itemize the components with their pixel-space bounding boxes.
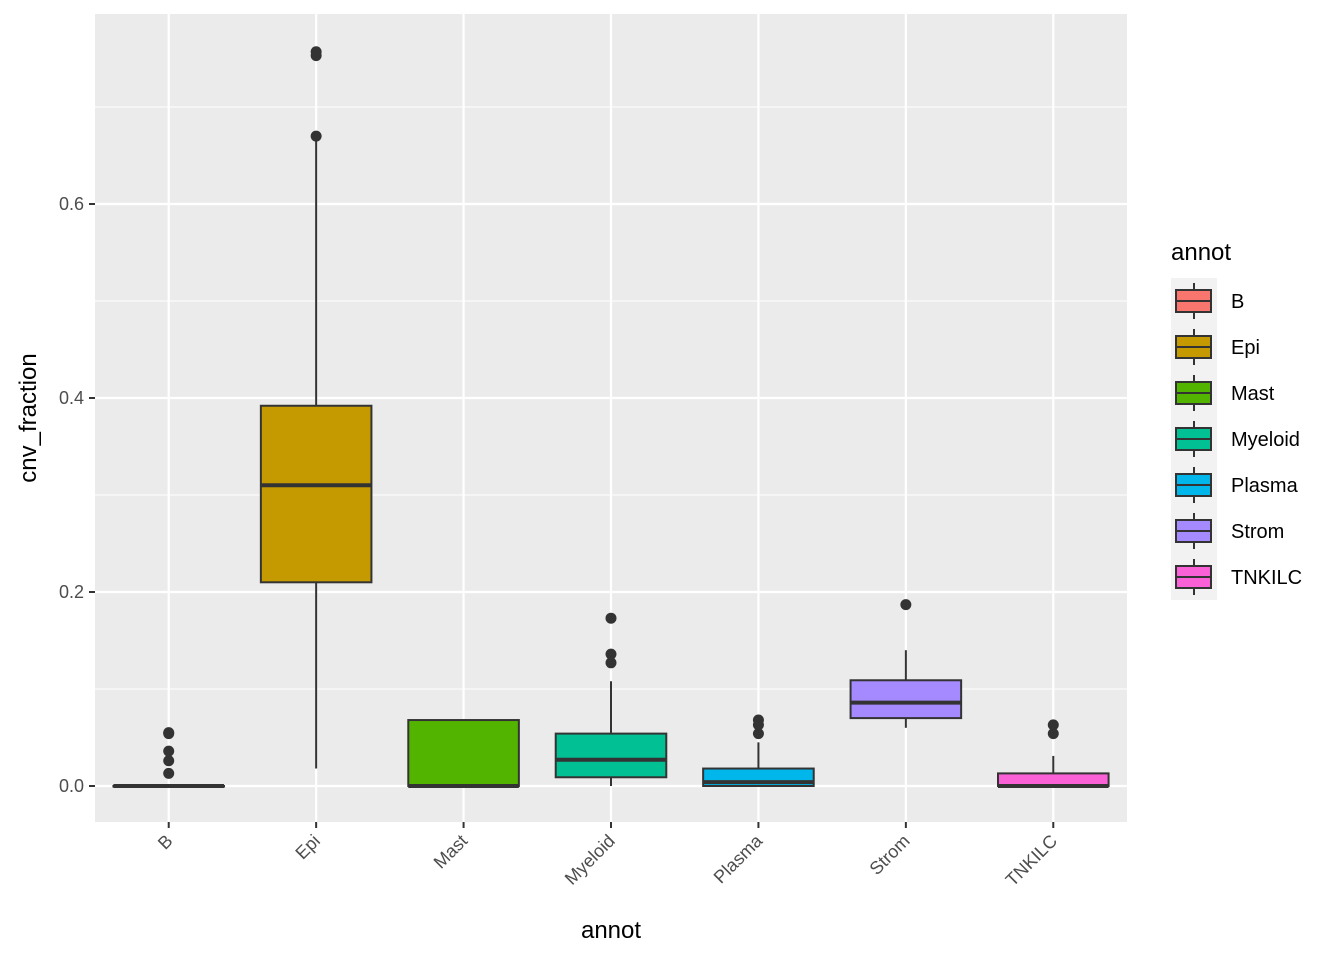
y-axis: 0.0 0.2 0.4 0.6 [59,194,95,796]
outlier-point [163,767,175,779]
legend-label: Epi [1231,337,1260,359]
outlier-point [900,599,912,611]
box-rect [849,679,963,720]
box-tnkilc [997,719,1110,788]
x-tick-label: Strom [866,831,914,879]
box-plasma [702,714,815,787]
box-b [112,727,225,788]
box-rect [259,404,373,584]
outlier-point [1047,728,1059,740]
outlier-point [310,130,322,142]
outlier-point [310,46,322,58]
box-series [112,46,1110,788]
box-strom [849,599,963,728]
box-mast [407,719,520,788]
outlier-point [163,727,175,739]
legend-label: Plasma [1231,475,1299,497]
y-tick-label: 0.6 [59,194,84,214]
outlier-point [752,714,764,726]
legend-item-epi: Epi [1175,329,1260,365]
outlier-point [605,657,617,669]
legend-label: B [1231,291,1244,313]
legend-item-b: B [1175,283,1244,319]
box-rect [554,732,668,779]
legend-label: Myeloid [1231,429,1300,451]
legend-item-tnkilc: TNKILC [1175,559,1302,595]
x-tick-label: Myeloid [561,831,619,889]
outlier-point [163,745,175,757]
x-tick-label: Mast [430,831,472,873]
y-axis-title: cnv_fraction [15,353,42,482]
outlier-point [605,612,617,624]
legend-label: Mast [1231,383,1275,405]
box-epi [259,46,373,769]
x-tick-label: B [154,831,177,854]
box-rect [407,719,520,787]
outlier-point [1047,719,1059,731]
x-tick-label: Epi [291,831,324,864]
legend-label: TNKILC [1231,567,1302,589]
x-tick-label: Plasma [710,830,767,887]
legend-title: annot [1171,239,1231,266]
y-tick-label: 0.2 [59,582,84,602]
legend-item-myeloid: Myeloid [1175,421,1300,457]
legend-label: Strom [1231,521,1284,543]
x-tick-label: TNKILC [1002,831,1061,890]
y-tick-label: 0.0 [59,776,84,796]
legend-item-strom: Strom [1175,513,1284,549]
legend-item-mast: Mast [1175,375,1275,411]
legend-items: B Epi Mast Myeloid Plasma Strom TNKILC [1175,283,1302,595]
x-axis-title: annot [581,917,641,944]
outlier-point [163,755,175,767]
box-myeloid [554,612,668,786]
y-tick-label: 0.4 [59,388,84,408]
outlier-point [605,648,617,660]
outlier-point [752,728,764,740]
legend: annot B Epi Mast Myeloid Plasma Strom TNKILC [1171,239,1302,600]
x-axis: B Epi Mast Myeloid Plasma Strom TNKILC [154,822,1061,890]
legend-item-plasma: Plasma [1175,467,1299,503]
